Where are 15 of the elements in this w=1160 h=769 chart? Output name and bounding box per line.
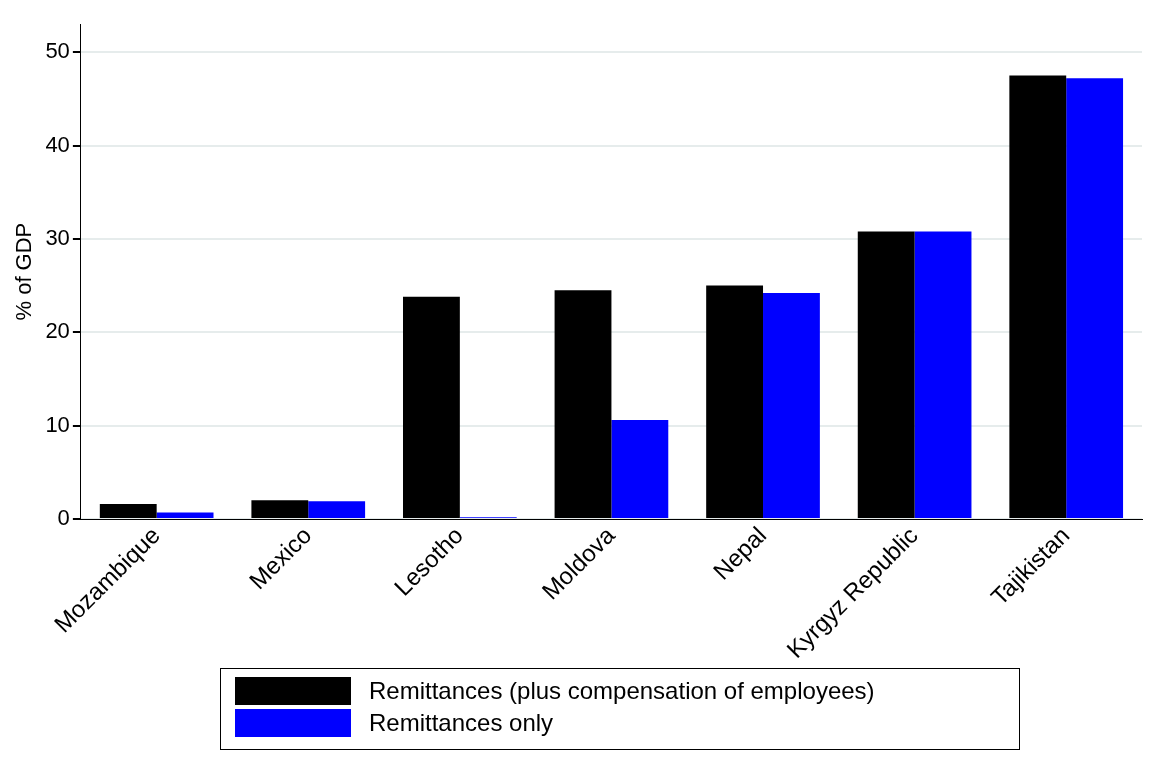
bar (914, 231, 972, 519)
y-tick-label: 40 (45, 131, 70, 157)
y-tick-label: 10 (45, 411, 70, 437)
legend-label: Remittances only (369, 709, 554, 737)
bar (763, 293, 820, 519)
legend-label: Remittances (plus compensation of employees) (369, 677, 875, 705)
bar (1066, 78, 1124, 519)
y-tick-label: 50 (45, 38, 70, 64)
y-tick-label: 0 (57, 505, 70, 531)
y-axis-title: % of GDP (11, 222, 37, 321)
y-tick-label: 20 (45, 318, 70, 344)
bar (308, 501, 366, 519)
bar (156, 512, 214, 519)
y-tick-label: 30 (45, 225, 70, 250)
bar (611, 420, 669, 519)
